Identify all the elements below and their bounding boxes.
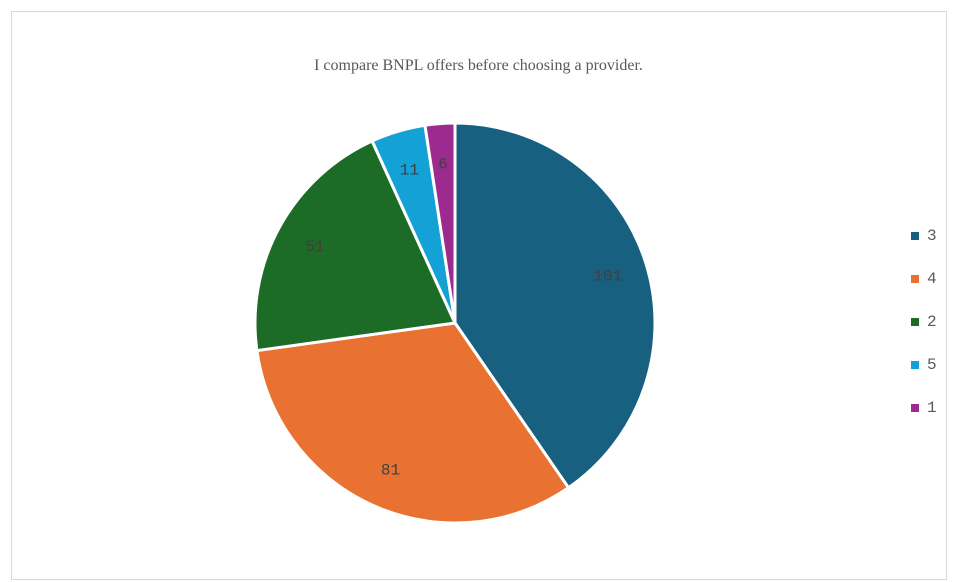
legend-label: 2 — [927, 313, 937, 331]
legend-item-3: 3 — [911, 226, 937, 246]
legend-swatch — [911, 404, 919, 412]
legend-item-5: 5 — [911, 355, 937, 375]
legend-item-1: 1 — [911, 398, 937, 418]
data-label-1: 6 — [438, 155, 448, 173]
legend-label: 3 — [927, 227, 937, 245]
legend-label: 4 — [927, 270, 937, 288]
chart-title: I compare BNPL offers before choosing a … — [314, 57, 643, 74]
legend-swatch — [911, 361, 919, 369]
data-label-2: 51 — [305, 238, 324, 256]
legend-label: 5 — [927, 356, 937, 374]
pie-slice-3 — [453, 121, 657, 490]
legend-swatch — [911, 275, 919, 283]
legend-item-2: 2 — [911, 312, 937, 332]
data-label-4: 81 — [381, 461, 400, 479]
legend-swatch — [911, 232, 919, 240]
legend-item-4: 4 — [911, 269, 937, 289]
pie-slice-2 — [253, 138, 458, 353]
chart-legend: 3 4 2 5 1 — [911, 226, 937, 441]
data-label-5: 11 — [400, 162, 419, 180]
legend-swatch — [911, 318, 919, 326]
legend-label: 1 — [927, 399, 937, 417]
pie-slice-1 — [423, 121, 457, 324]
pie-slice-4 — [255, 321, 571, 525]
data-label-3: 101 — [593, 267, 622, 285]
